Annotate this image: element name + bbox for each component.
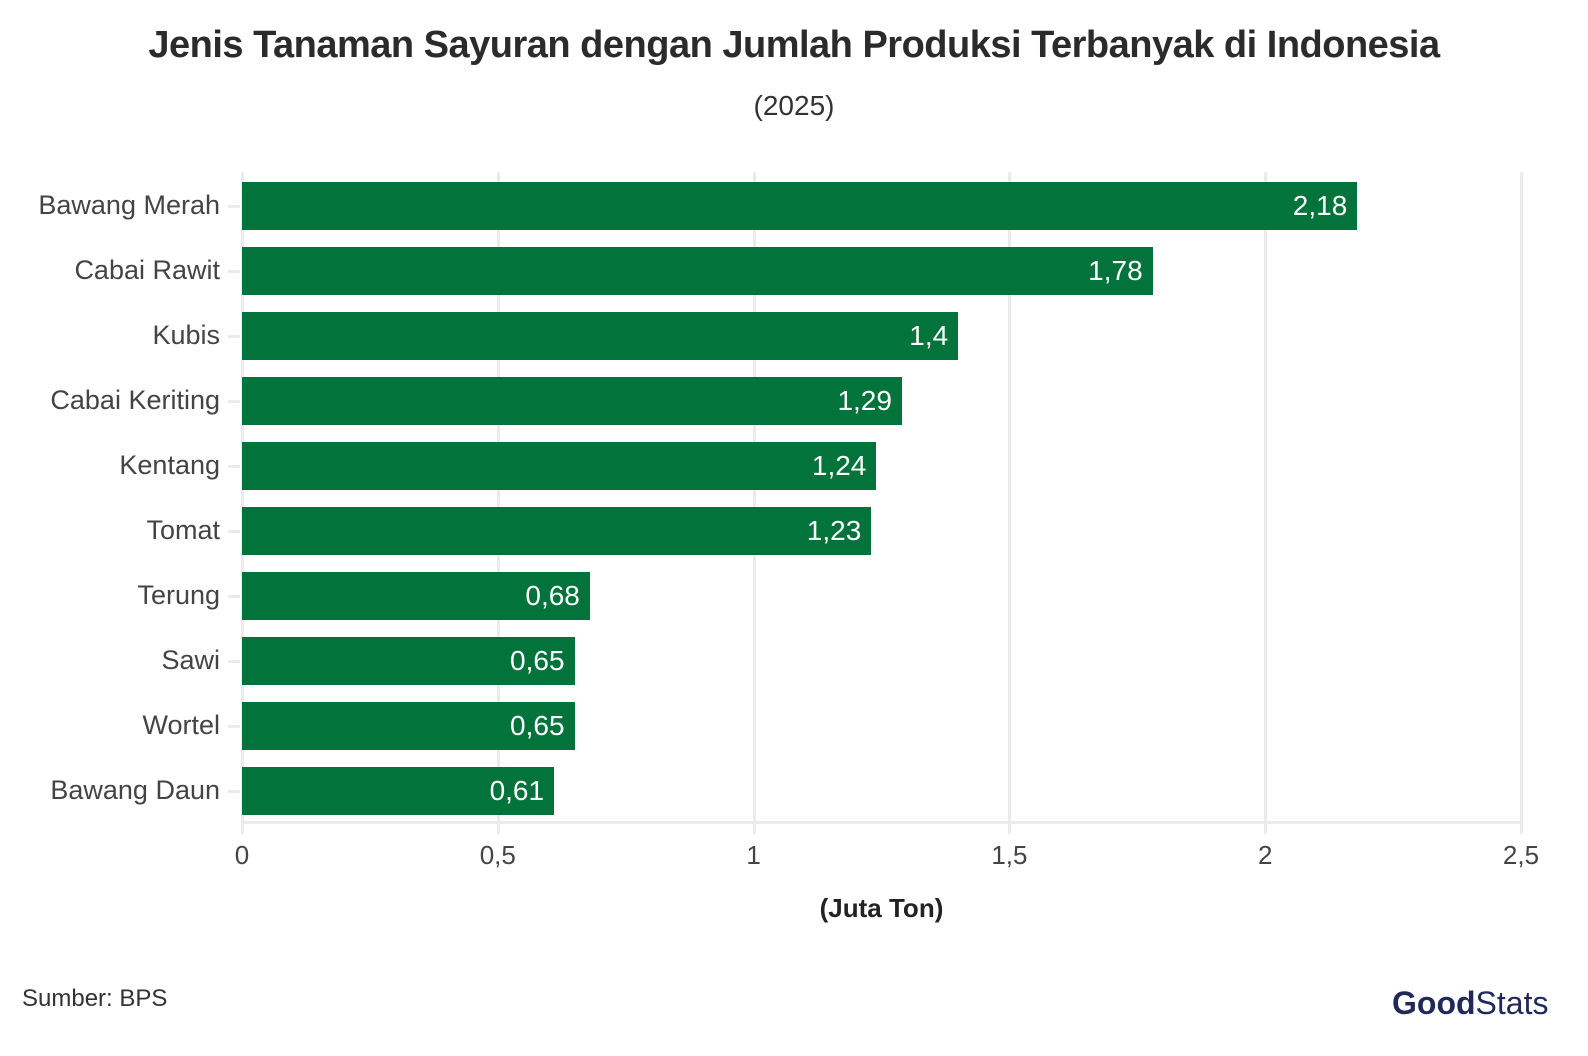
y-tick (228, 660, 240, 663)
y-tick (228, 270, 240, 273)
category-label: Wortel (142, 710, 220, 740)
category-label: Bawang Daun (50, 775, 220, 805)
bar-value-label: 1,29 (837, 385, 892, 416)
category-label: Tomat (146, 515, 220, 545)
x-tick-label: 0,5 (479, 840, 516, 870)
bar: 1,4 (242, 312, 959, 360)
bar-value-label: 0,68 (525, 580, 580, 611)
y-tick (228, 790, 240, 793)
gridline (752, 172, 756, 834)
x-axis-label: (Juta Ton) (819, 893, 944, 923)
bar-value-label: 2,18 (1292, 190, 1348, 221)
x-axis-line (242, 821, 1521, 824)
category-label: Sawi (161, 645, 220, 675)
x-tick-label: 2,5 (1502, 840, 1540, 870)
y-tick (228, 465, 240, 468)
x-tick-label: 0 (234, 840, 250, 870)
goodstats-logo: GoodStats (1392, 985, 1549, 1021)
bar: 1,24 (242, 442, 877, 490)
x-tick-label: 1 (746, 840, 761, 870)
x-tick-label: 2 (1257, 840, 1273, 870)
bar-value-label: 1,24 (811, 450, 867, 481)
category-label: Cabai Rawit (74, 255, 220, 285)
gridline (496, 172, 500, 834)
source-note: Sumber: BPS (22, 985, 168, 1012)
bar-value-label: 1,4 (909, 320, 949, 351)
bar: 0,61 (242, 767, 555, 815)
y-tick (228, 400, 240, 403)
y-tick (228, 205, 240, 208)
plot-area: 2,18 1,78 1,4 1,29 1,24 1,23 0,68 0,65 0,65 0,61 (241, 172, 1523, 834)
category-label: Bawang Merah (38, 190, 220, 220)
bar-value-label: 0,65 (510, 710, 565, 741)
chart-subtitle: (2025) (753, 90, 835, 121)
category-label: Cabai Keriting (50, 385, 220, 415)
category-label: Kubis (152, 320, 220, 350)
bar: 1,23 (242, 507, 872, 555)
y-tick (228, 725, 240, 728)
bar-value-label: 1,78 (1088, 255, 1143, 286)
category-label: Terung (137, 580, 220, 610)
gridline (1008, 172, 1012, 834)
bar: 1,29 (242, 377, 902, 425)
gridline (241, 172, 244, 834)
y-tick (228, 595, 240, 598)
gridline (1264, 172, 1268, 834)
bar-value-label: 0,65 (510, 645, 565, 676)
bar-value-label: 0,61 (489, 775, 545, 806)
gridline (1520, 172, 1523, 834)
bar: 0,68 (242, 572, 590, 620)
bar: 2,18 (242, 182, 1358, 230)
bar: 0,65 (242, 637, 575, 685)
y-tick (228, 335, 240, 338)
bar: 0,65 (242, 702, 575, 750)
y-tick (228, 530, 240, 533)
bar-value-label: 1,23 (806, 515, 862, 546)
chart-title: Jenis Tanaman Sayuran dengan Jumlah Prod… (148, 24, 1440, 66)
category-label: Kentang (119, 450, 220, 480)
x-tick-label: 1,5 (991, 840, 1028, 870)
bar: 1,78 (242, 247, 1153, 295)
